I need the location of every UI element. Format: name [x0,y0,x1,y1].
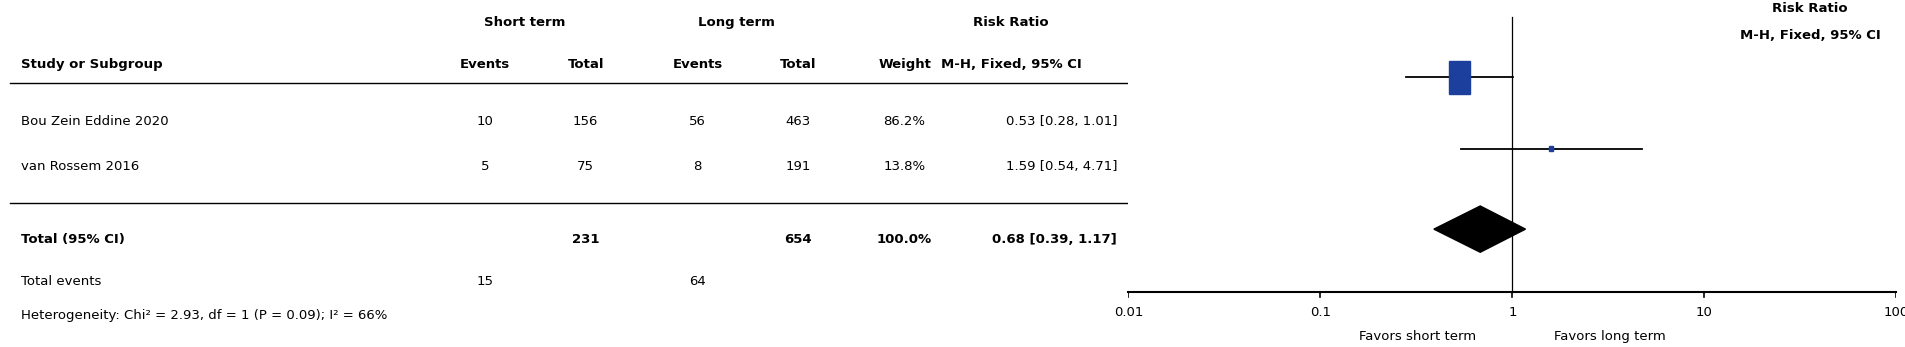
Text: Favors short term: Favors short term [1358,330,1474,344]
Text: 100.0%: 100.0% [876,233,932,246]
Text: 0.53 [0.28, 1.01]: 0.53 [0.28, 1.01] [1006,115,1116,128]
Text: 0.01: 0.01 [1113,306,1143,319]
Text: Favors long term: Favors long term [1553,330,1665,344]
Bar [1448,61,1469,94]
Text: Total events: Total events [21,274,101,288]
Text: 0.1: 0.1 [1309,306,1330,319]
Text: 156: 156 [573,115,598,128]
Text: Study or Subgroup: Study or Subgroup [21,58,162,71]
Text: Events: Events [672,58,722,71]
Text: Risk Ratio: Risk Ratio [1772,2,1848,15]
Text: 100: 100 [1882,306,1905,319]
Text: 0.68 [0.39, 1.17]: 0.68 [0.39, 1.17] [993,233,1116,246]
Text: Short term: Short term [484,16,564,29]
Text: Weight: Weight [878,58,930,71]
Text: Long term: Long term [697,16,775,29]
Text: 1: 1 [1507,306,1516,319]
Text: Events: Events [459,58,511,71]
Text: 64: 64 [690,274,705,288]
Text: Total: Total [779,58,815,71]
Text: M-H, Fixed, 95% CI: M-H, Fixed, 95% CI [1739,29,1880,42]
Text: van Rossem 2016: van Rossem 2016 [21,160,139,173]
Text: Total: Total [568,58,604,71]
Text: Bou Zein Eddine 2020: Bou Zein Eddine 2020 [21,115,168,128]
Text: 191: 191 [785,160,810,173]
Bar [1549,146,1553,151]
Text: 5: 5 [480,160,490,173]
Text: Heterogeneity: Chi² = 2.93, df = 1 (P = 0.09); I² = 66%: Heterogeneity: Chi² = 2.93, df = 1 (P = … [21,309,387,322]
Text: 86.2%: 86.2% [884,115,926,128]
Text: 10: 10 [476,115,493,128]
Text: Risk Ratio: Risk Ratio [973,16,1048,29]
Text: 75: 75 [577,160,594,173]
Text: 56: 56 [690,115,705,128]
Text: 1.59 [0.54, 4.71]: 1.59 [0.54, 4.71] [1006,160,1116,173]
Text: 15: 15 [476,274,493,288]
Text: Total (95% CI): Total (95% CI) [21,233,124,246]
Text: 463: 463 [785,115,810,128]
Text: 231: 231 [572,233,600,246]
Text: 10: 10 [1695,306,1713,319]
Polygon shape [1433,206,1524,252]
Text: 13.8%: 13.8% [884,160,926,173]
Text: M-H, Fixed, 95% CI: M-H, Fixed, 95% CI [939,58,1080,71]
Text: 8: 8 [693,160,701,173]
Text: 654: 654 [785,233,812,246]
